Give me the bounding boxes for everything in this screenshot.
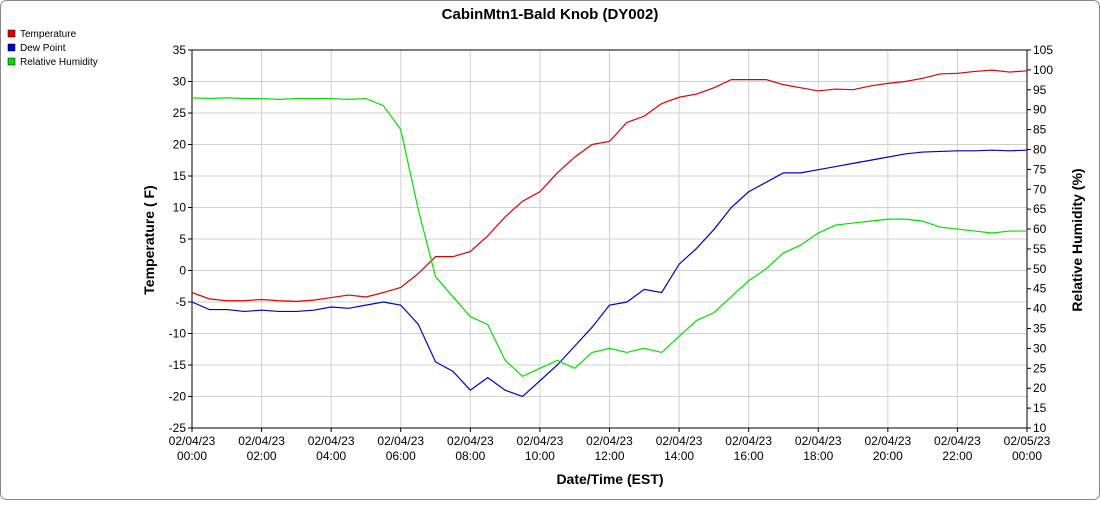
x-tick-label-line: 04:00 [316,449,346,463]
legend-swatch [7,43,16,52]
x-tick-label-line: 14:00 [664,449,694,463]
x-tick-label-line: 02/04/23 [238,434,285,448]
y-tick-label: 25 [173,106,187,120]
x-tick-label-line: 02/05/23 [1004,434,1051,448]
x-tick-label: 02/04/23 10:00 [517,434,564,463]
y-tick-label: -5 [175,295,186,309]
x-tick-label: 02/04/23 16:00 [725,434,772,463]
chart-title: CabinMtn1-Bald Knob (DY002) [442,6,659,23]
y2-tick-label: 90 [1033,103,1047,117]
legend-swatch [7,29,16,38]
x-tick-label-line: 16:00 [734,449,764,463]
x-tick-label: 02/04/23 18:00 [795,434,842,463]
x-tick-label-line: 02/04/23 [377,434,424,448]
x-tick-label: 02/04/23 14:00 [656,434,703,463]
y2-tick-label: 70 [1033,182,1047,196]
y2-tick-label: 100 [1033,63,1053,77]
y-tick-label: 30 [173,75,187,89]
y2-tick-label: 25 [1033,361,1047,375]
y2-tick-label: 75 [1033,162,1047,176]
y-tick-label: 35 [173,43,187,57]
x-tick-label-line: 02/04/23 [934,434,981,448]
x-tick-label-line: 02/04/23 [169,434,216,448]
x-tick-label: 02/04/23 00:00 [169,434,216,463]
plot-border [191,49,1028,429]
x-axis-title: Date/Time (EST) [556,471,663,487]
y2-tick-label: 10 [1033,421,1047,435]
y-tick-label: 0 [179,264,186,278]
x-tick-label-line: 06:00 [386,449,416,463]
y2-tick-label: 20 [1033,381,1047,395]
y-tick-label: -20 [169,390,187,404]
x-tick-label: 02/04/23 06:00 [377,434,424,463]
x-tick-label: 02/05/23 00:00 [1004,434,1051,463]
y2-tick-label: 85 [1033,123,1047,137]
legend-label: Relative Humidity [20,57,98,68]
x-tick-label: 02/04/23 12:00 [586,434,633,463]
x-tick-label: 02/04/23 04:00 [308,434,355,463]
y2-tick-label: 40 [1033,302,1047,316]
series-line [191,69,1028,302]
series-line [191,97,1027,377]
y2-tick-label: 45 [1033,282,1047,296]
x-tick-label: 02/04/23 22:00 [934,434,981,463]
x-tick-label-line: 02/04/23 [656,434,703,448]
x-tick-label-line: 08:00 [455,449,485,463]
series-line [191,149,1028,398]
x-tick-label-line: 00:00 [1012,449,1042,463]
y-tick-label: -10 [169,327,187,341]
x-tick-label-line: 02:00 [247,449,277,463]
x-tick-label-line: 02/04/23 [308,434,355,448]
x-tick-label-line: 22:00 [942,449,972,463]
x-tick-label-line: 02/04/23 [725,434,772,448]
x-tick-label: 02/04/23 08:00 [447,434,494,463]
y-tick-label: 15 [173,169,187,183]
legend-label: Dew Point [20,43,66,54]
y2-tick-label: 80 [1033,142,1047,156]
x-tick-label-line: 18:00 [803,449,833,463]
y-tick-label: 20 [173,138,187,152]
y2-tick-label: 35 [1033,322,1047,336]
x-tick-label-line: 00:00 [177,449,207,463]
y-axis-title: Temperature ( F) [141,185,157,294]
x-tick-label-line: 12:00 [594,449,624,463]
y-tick-label: 10 [173,201,187,215]
y2-axis-title: Relative Humidity (%) [1069,168,1085,311]
x-tick-label-line: 02/04/23 [795,434,842,448]
y2-tick-label: 30 [1033,341,1047,355]
y2-tick-label: 55 [1033,242,1047,256]
x-tick-label-line: 02/04/23 [586,434,633,448]
x-tick-label-line: 20:00 [873,449,903,463]
y-tick-label: -15 [169,358,187,372]
y2-tick-label: 50 [1033,262,1047,276]
legend-swatch [7,57,16,66]
y2-tick-label: 15 [1033,401,1047,415]
x-tick-label: 02/04/23 20:00 [864,434,911,463]
x-tick-label-line: 02/04/23 [517,434,564,448]
y-tick-label: -25 [169,421,187,435]
y2-tick-label: 60 [1033,222,1047,236]
x-tick-label: 02/04/23 02:00 [238,434,285,463]
x-tick-label-line: 10:00 [525,449,555,463]
y2-tick-label: 65 [1033,202,1047,216]
x-tick-label-line: 02/04/23 [447,434,494,448]
y2-tick-label: 105 [1033,43,1053,57]
y-tick-label: 5 [179,232,186,246]
x-tick-label-line: 02/04/23 [864,434,911,448]
legend-label: Temperature [20,29,77,40]
y2-tick-label: 95 [1033,83,1047,97]
